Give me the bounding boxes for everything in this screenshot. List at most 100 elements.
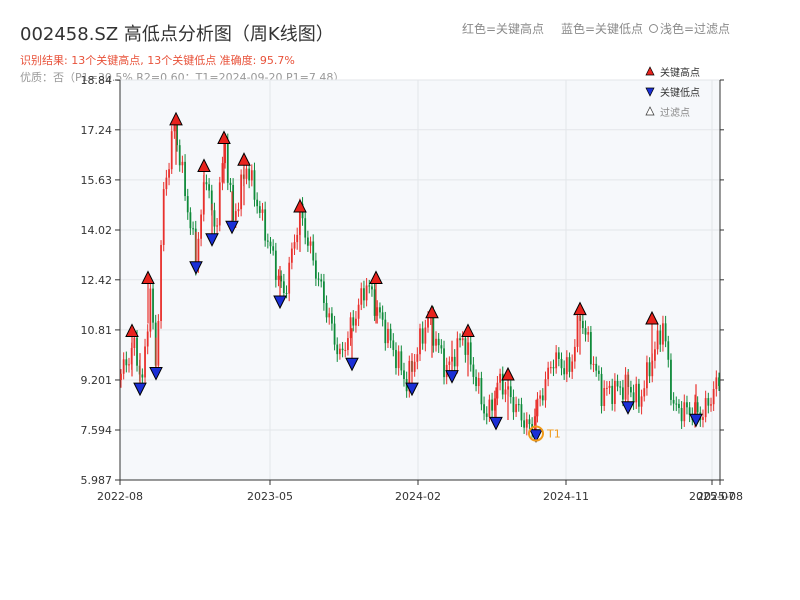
candle-body bbox=[157, 321, 160, 366]
candle-body bbox=[432, 314, 435, 346]
candle-body bbox=[280, 275, 283, 282]
candle-body bbox=[357, 304, 360, 319]
candle-body bbox=[646, 362, 648, 389]
legend-label: 过滤点 bbox=[660, 106, 690, 119]
candle-body bbox=[435, 338, 437, 346]
candle-body bbox=[710, 404, 712, 406]
candle-body bbox=[149, 288, 152, 332]
candle-body bbox=[320, 279, 323, 282]
candle-body bbox=[638, 383, 640, 407]
candle-body bbox=[475, 376, 477, 387]
candle-body bbox=[269, 241, 272, 247]
x-tick-label: 2025-07 bbox=[689, 490, 735, 503]
candle-body bbox=[144, 346, 146, 378]
candle-body bbox=[379, 307, 381, 313]
candle-body bbox=[635, 383, 638, 403]
candle-body bbox=[656, 330, 659, 350]
candle-body bbox=[589, 332, 592, 365]
candle-body bbox=[178, 145, 181, 166]
candle-body bbox=[597, 370, 600, 374]
candle-body bbox=[678, 403, 680, 408]
key-high-marker bbox=[237, 152, 251, 166]
candle-body bbox=[608, 385, 611, 388]
candle-body bbox=[363, 288, 365, 301]
candle-body bbox=[213, 210, 216, 227]
candle-body bbox=[654, 349, 656, 361]
candle-body bbox=[587, 332, 590, 335]
candle-body bbox=[272, 246, 275, 251]
candle-body bbox=[584, 328, 587, 335]
candle-body bbox=[371, 286, 373, 290]
candle-body bbox=[675, 403, 678, 405]
candle-body bbox=[125, 359, 128, 366]
key-high-marker bbox=[501, 366, 515, 381]
t1-circle bbox=[528, 425, 544, 442]
result-subtitle: 识别结果: 13个关键高点, 13个关键低点 准确度: 95.7% bbox=[20, 54, 295, 67]
candle-body bbox=[464, 338, 467, 355]
candle-body bbox=[122, 359, 125, 374]
candle-body bbox=[200, 214, 202, 239]
candle-body bbox=[293, 242, 296, 249]
candle-body bbox=[360, 288, 363, 305]
candle-body bbox=[437, 338, 440, 346]
candle-body bbox=[285, 293, 288, 295]
key-low-marker bbox=[445, 370, 459, 384]
key-high-marker bbox=[425, 304, 439, 319]
candle-body bbox=[336, 344, 339, 355]
candle-body bbox=[197, 238, 200, 268]
candle-body bbox=[290, 248, 293, 263]
candle-body bbox=[448, 361, 451, 365]
candle-body bbox=[603, 388, 606, 406]
candle-body bbox=[328, 313, 331, 318]
candle-body bbox=[520, 404, 523, 421]
candle-body bbox=[683, 402, 686, 422]
key-low-marker bbox=[133, 382, 147, 397]
legend-high-icon bbox=[645, 66, 655, 76]
key-high-marker bbox=[645, 310, 659, 325]
candle-body bbox=[718, 377, 720, 387]
candle-body bbox=[387, 328, 389, 344]
candle-body bbox=[266, 240, 269, 242]
candle-body bbox=[560, 358, 563, 369]
candle-body bbox=[389, 328, 392, 341]
candle-body bbox=[413, 361, 416, 372]
candle-body bbox=[264, 209, 267, 241]
candle-body bbox=[248, 168, 251, 181]
key-high-marker bbox=[217, 130, 231, 144]
key-high-marker bbox=[293, 198, 307, 213]
y-tick-label: 5.987 bbox=[81, 474, 113, 487]
candle-body bbox=[160, 244, 162, 322]
candle-body bbox=[184, 161, 186, 197]
key-high-marker bbox=[169, 111, 183, 126]
candle-body bbox=[216, 225, 219, 227]
candle-body bbox=[533, 416, 536, 431]
candle-body bbox=[237, 209, 240, 212]
y-tick-label: 14.02 bbox=[81, 224, 113, 237]
candle-body bbox=[544, 379, 547, 401]
candle-body bbox=[523, 420, 526, 428]
key-low-marker bbox=[225, 220, 239, 235]
candle-body bbox=[595, 363, 598, 371]
candle-body bbox=[712, 389, 715, 405]
candle-body bbox=[485, 413, 488, 417]
candle-body bbox=[549, 367, 552, 369]
candle-body bbox=[419, 328, 421, 355]
x-tick-label: 2025-08 bbox=[697, 490, 743, 503]
candle-body bbox=[205, 182, 208, 185]
y-tick-label: 7.594 bbox=[81, 424, 113, 437]
candle-body bbox=[384, 319, 387, 344]
candle-body bbox=[146, 331, 149, 347]
candle-body bbox=[256, 199, 259, 207]
candle-body bbox=[605, 387, 608, 389]
candle-body bbox=[557, 352, 560, 359]
key-high-marker bbox=[125, 323, 139, 337]
candle-body bbox=[424, 327, 427, 344]
candle-body bbox=[600, 373, 603, 406]
candle-body bbox=[667, 341, 670, 360]
candle-body bbox=[395, 349, 397, 369]
candle-body bbox=[571, 361, 574, 372]
candle-body bbox=[376, 307, 379, 316]
candle-body bbox=[491, 399, 493, 411]
candle-body bbox=[173, 124, 176, 132]
